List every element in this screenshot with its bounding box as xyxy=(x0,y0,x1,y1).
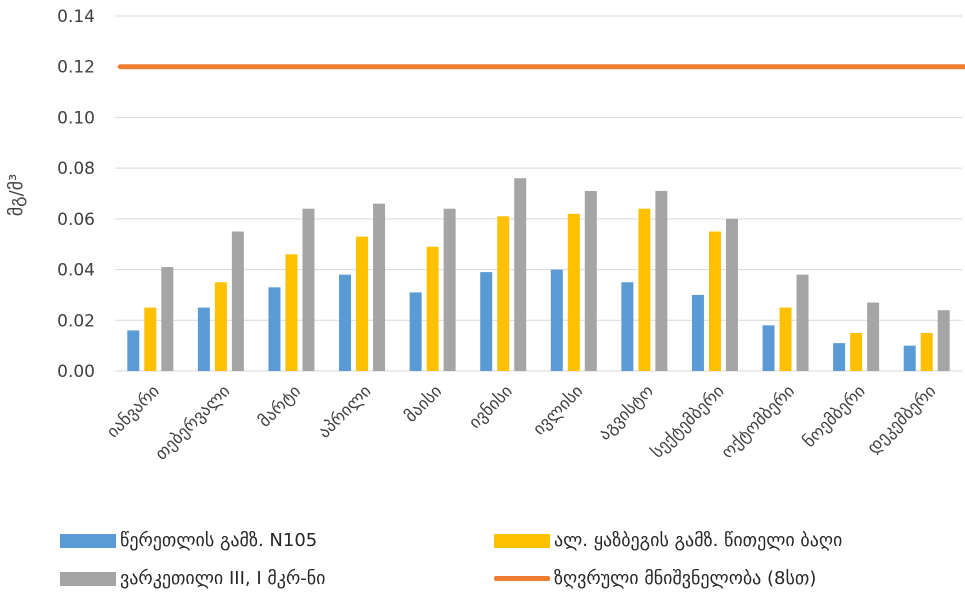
bar xyxy=(426,246,439,371)
y-axis-ticks: 0.00 0.02 0.04 0.06 0.08 0.10 0.12 0.14 xyxy=(57,7,95,382)
x-tick-label: დეკემბერი xyxy=(864,381,941,458)
bar xyxy=(514,178,527,371)
y-tick-label: 0.00 xyxy=(57,362,95,382)
x-tick-label: აპრილი xyxy=(314,381,375,442)
bar xyxy=(480,272,493,371)
bar xyxy=(356,236,369,371)
bar xyxy=(796,274,809,371)
legend-label-varketili: ვარკეთილი III, I მკრ-ნი xyxy=(120,568,326,589)
x-tick-label: სექტემბერი xyxy=(647,381,728,462)
bar xyxy=(373,203,386,371)
bar xyxy=(779,307,792,371)
y-axis-label: მგ/მ³ xyxy=(6,174,27,217)
bar xyxy=(443,208,456,371)
legend-item-varketili: ვარკეთილი III, I მკრ-ნი xyxy=(60,568,325,589)
legend-label-threshold: ზღვრული მნიშვნელობა (8სთ) xyxy=(554,568,817,589)
legend-item-kazbegi: ალ. ყაზბეგის გამზ. წითელი ბაღი xyxy=(494,530,842,551)
bar xyxy=(937,310,950,371)
bar xyxy=(161,267,174,371)
y-tick-label: 0.02 xyxy=(57,311,95,331)
legend-label-kazbegi: ალ. ყაზბეგის გამზ. წითელი ბაღი xyxy=(554,530,843,551)
x-tick-label: იანვარი xyxy=(103,381,164,442)
bar xyxy=(339,274,352,371)
y-tick-label: 0.06 xyxy=(57,210,95,230)
legend-swatch-kazbegi xyxy=(494,533,550,548)
bar xyxy=(127,330,140,371)
bar xyxy=(584,190,597,371)
y-tick-label: 0.08 xyxy=(57,159,95,179)
bars xyxy=(127,178,950,371)
bar xyxy=(302,208,315,371)
x-tick-label: მაისი xyxy=(401,381,446,426)
bar xyxy=(867,302,880,371)
bar xyxy=(621,282,634,371)
bar xyxy=(762,325,775,371)
legend-swatch-tsereteli xyxy=(60,533,116,548)
x-tick-label: ივლისი xyxy=(529,381,587,439)
bar xyxy=(197,307,210,371)
bar xyxy=(409,292,422,371)
legend-swatch-varketili xyxy=(60,571,116,586)
y-tick-label: 0.04 xyxy=(57,261,95,281)
bar xyxy=(497,216,510,371)
bar xyxy=(231,231,244,371)
x-tick-label: აგვისტო xyxy=(595,381,658,444)
bar xyxy=(285,254,298,371)
bar xyxy=(903,345,916,371)
bar xyxy=(833,343,846,371)
y-tick-label: 0.12 xyxy=(57,58,95,78)
bar xyxy=(725,218,738,371)
x-tick-label: ნოემბერი xyxy=(799,381,869,451)
legend-swatch-threshold xyxy=(494,576,550,581)
bar xyxy=(268,287,281,371)
bar xyxy=(850,332,863,371)
bar xyxy=(708,231,721,371)
legend-label-tsereteli: წერეთლის გამზ. N105 xyxy=(120,530,318,551)
x-tick-label: მარტი xyxy=(255,381,305,431)
bar xyxy=(638,208,651,371)
y-tick-label: 0.14 xyxy=(57,7,95,27)
bar xyxy=(920,332,933,371)
bar xyxy=(655,190,668,371)
y-tick-label: 0.10 xyxy=(57,108,95,128)
bar xyxy=(144,307,157,371)
bar xyxy=(214,282,227,371)
legend-item-tsereteli: წერეთლის გამზ. N105 xyxy=(60,530,317,551)
x-tick-label: ოქტომბერი xyxy=(718,381,799,462)
bar xyxy=(550,269,563,371)
x-tick-label: ივნისი xyxy=(465,381,517,433)
bar xyxy=(567,213,580,371)
x-tick-label: თებერვალი xyxy=(151,381,234,464)
bar xyxy=(691,294,704,371)
legend-item-threshold: ზღვრული მნიშვნელობა (8სთ) xyxy=(494,568,816,589)
